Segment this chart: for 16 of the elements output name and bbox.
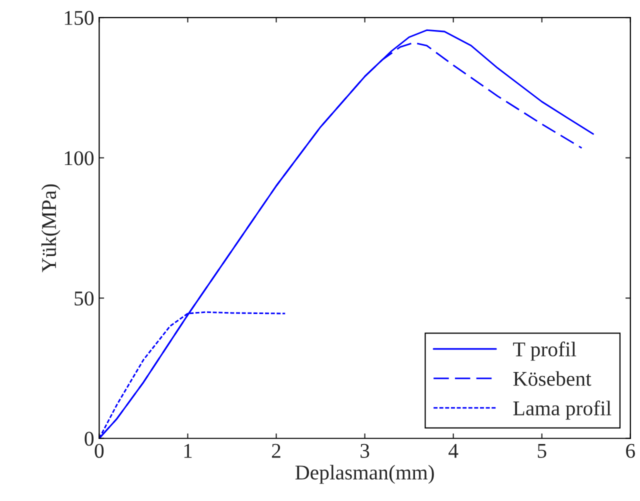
x-tick-label: 1 [184, 444, 192, 458]
y-tick-label: 0 [84, 432, 94, 446]
y-tick-label: 100 [64, 151, 94, 166]
y-tick-label: 50 [74, 291, 94, 306]
x-axis-title: Deplasman(mm) [295, 464, 434, 484]
x-tick-label: 0 [94, 444, 104, 458]
y-tick-label: 150 [64, 10, 94, 25]
x-tick-label: 6 [626, 444, 635, 458]
legend-label: T profil [513, 342, 576, 361]
x-tick-label: 2 [272, 444, 280, 458]
x-tick-label: 4 [448, 444, 458, 458]
x-tick-label: 3 [360, 444, 370, 458]
x-tick-label: 5 [538, 444, 546, 458]
legend-label: Kösebent [513, 371, 592, 386]
y-axis-title: Yük(MPa) [41, 184, 60, 272]
legend-label: Lama profil [513, 400, 612, 420]
